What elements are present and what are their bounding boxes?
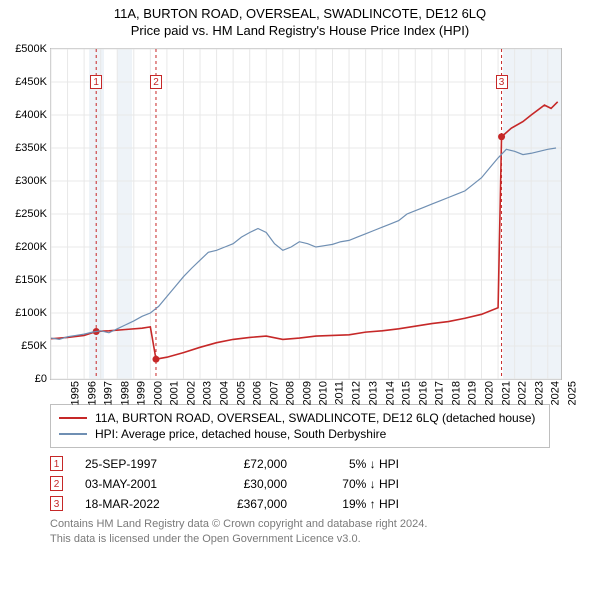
- legend: 11A, BURTON ROAD, OVERSEAL, SWADLINCOTE,…: [50, 404, 550, 448]
- x-tick-label: 1997: [103, 381, 115, 405]
- event-price: £30,000: [207, 477, 287, 491]
- x-tick-label: 2005: [235, 381, 247, 405]
- footer-line: Contains HM Land Registry data © Crown c…: [50, 517, 590, 532]
- y-tick-label: £150K: [15, 274, 47, 286]
- x-tick-label: 2021: [500, 381, 512, 405]
- x-tick-label: 2007: [268, 381, 280, 405]
- legend-swatch: [59, 433, 87, 435]
- x-tick-label: 2013: [368, 381, 380, 405]
- event-marker-box: 1: [90, 75, 102, 89]
- event-row: 2 03-MAY-2001 £30,000 70% ↓ HPI: [50, 476, 590, 491]
- x-tick-label: 2019: [467, 381, 479, 405]
- event-marker-box: 2: [150, 75, 162, 89]
- x-tick-label: 2000: [152, 381, 164, 405]
- event-diff: 5% ↓ HPI: [309, 457, 399, 471]
- legend-item: 11A, BURTON ROAD, OVERSEAL, SWADLINCOTE,…: [59, 411, 541, 425]
- x-tick-label: 2024: [550, 381, 562, 405]
- x-tick-label: 2011: [334, 381, 346, 405]
- plot-area: £0£50K£100K£150K£200K£250K£300K£350K£400…: [50, 48, 562, 380]
- event-diff: 19% ↑ HPI: [309, 497, 399, 511]
- y-tick-label: £350K: [15, 142, 47, 154]
- y-tick-label: £0: [35, 373, 47, 385]
- x-tick-label: 2001: [169, 381, 181, 405]
- x-tick-label: 2006: [252, 381, 264, 405]
- legend-label: 11A, BURTON ROAD, OVERSEAL, SWADLINCOTE,…: [95, 411, 535, 425]
- y-tick-label: £200K: [15, 241, 47, 253]
- x-tick-label: 2017: [434, 381, 446, 405]
- x-tick-label: 2015: [401, 381, 413, 405]
- event-marker-box: 3: [496, 75, 508, 89]
- footer: Contains HM Land Registry data © Crown c…: [50, 517, 590, 547]
- footer-line: This data is licensed under the Open Gov…: [50, 532, 590, 547]
- x-tick-label: 2023: [533, 381, 545, 405]
- x-tick-label: 2022: [517, 381, 529, 405]
- legend-label: HPI: Average price, detached house, Sout…: [95, 427, 386, 441]
- y-tick-label: £50K: [21, 340, 47, 352]
- x-tick-label: 2012: [351, 381, 363, 405]
- event-diff: 70% ↓ HPI: [309, 477, 399, 491]
- x-tick-label: 2010: [318, 381, 330, 405]
- x-tick-label: 1998: [119, 381, 131, 405]
- event-date: 03-MAY-2001: [85, 477, 185, 491]
- event-price: £367,000: [207, 497, 287, 511]
- x-tick-label: 2008: [285, 381, 297, 405]
- event-number-box: 1: [50, 456, 63, 471]
- legend-swatch: [59, 417, 87, 419]
- x-tick-label: 2014: [384, 381, 396, 405]
- x-tick-label: 2016: [417, 381, 429, 405]
- y-tick-label: £100K: [15, 307, 47, 319]
- y-tick-label: £300K: [15, 175, 47, 187]
- event-number-box: 3: [50, 496, 63, 511]
- x-tick-label: 1999: [136, 381, 148, 405]
- titles: 11A, BURTON ROAD, OVERSEAL, SWADLINCOTE,…: [10, 6, 590, 38]
- event-date: 18-MAR-2022: [85, 497, 185, 511]
- y-tick-label: £250K: [15, 208, 47, 220]
- y-tick-label: £500K: [15, 43, 47, 55]
- x-tick-label: 2009: [301, 381, 313, 405]
- x-tick-label: 2018: [450, 381, 462, 405]
- event-row: 1 25-SEP-1997 £72,000 5% ↓ HPI: [50, 456, 590, 471]
- legend-item: HPI: Average price, detached house, Sout…: [59, 427, 541, 441]
- events-table: 1 25-SEP-1997 £72,000 5% ↓ HPI 2 03-MAY-2001 £…: [50, 456, 590, 511]
- x-tick-label: 2004: [219, 381, 231, 405]
- x-tick-label: 2025: [566, 381, 578, 405]
- x-tick-label: 2002: [185, 381, 197, 405]
- chart-container: 11A, BURTON ROAD, OVERSEAL, SWADLINCOTE,…: [0, 0, 600, 555]
- event-row: 3 18-MAR-2022 £367,000 19% ↑ HPI: [50, 496, 590, 511]
- x-tick-label: 1996: [86, 381, 98, 405]
- plot-svg: [51, 49, 561, 379]
- x-tick-label: 2020: [483, 381, 495, 405]
- chart-subtitle: Price paid vs. HM Land Registry's House …: [10, 23, 590, 38]
- x-tick-label: 1995: [69, 381, 81, 405]
- y-tick-label: £450K: [15, 76, 47, 88]
- event-price: £72,000: [207, 457, 287, 471]
- event-date: 25-SEP-1997: [85, 457, 185, 471]
- y-tick-label: £400K: [15, 109, 47, 121]
- chart-title: 11A, BURTON ROAD, OVERSEAL, SWADLINCOTE,…: [10, 6, 590, 21]
- event-number-box: 2: [50, 476, 63, 491]
- x-tick-label: 2003: [202, 381, 214, 405]
